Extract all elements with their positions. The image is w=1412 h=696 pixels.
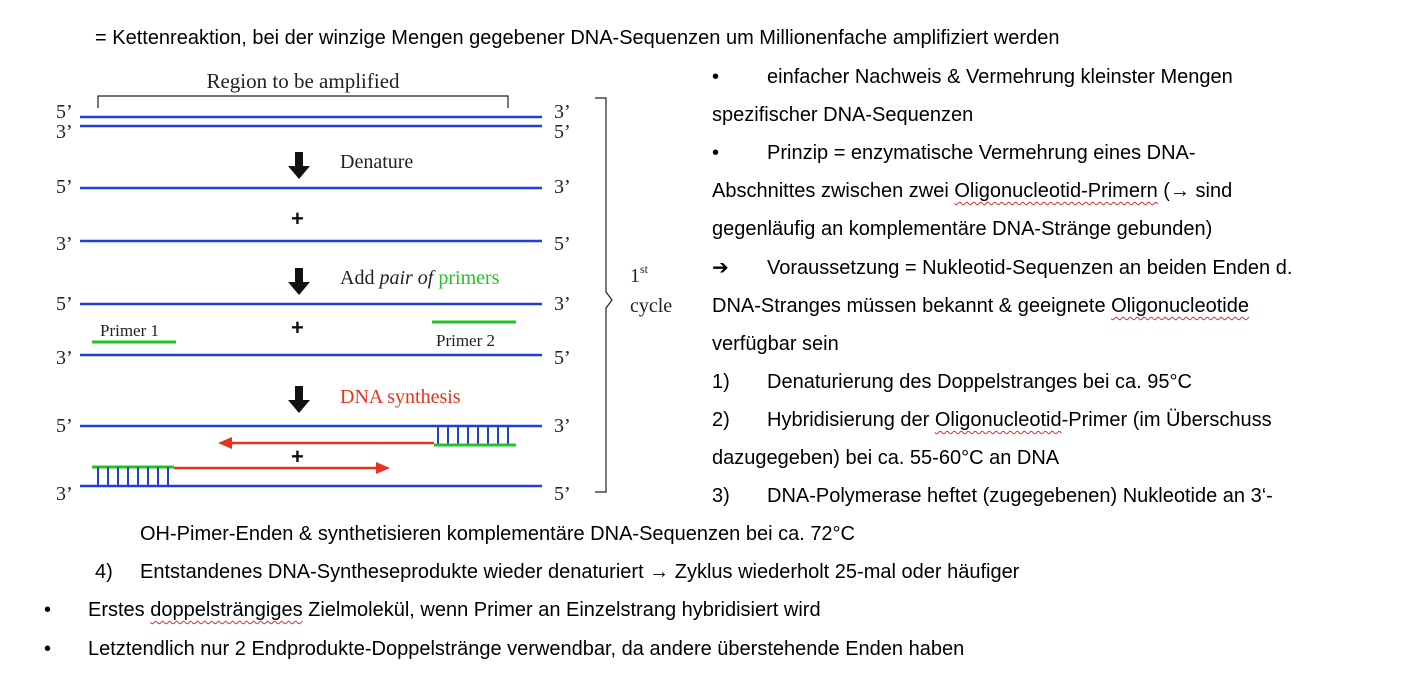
primer1-bound [97,467,169,485]
synthesis-arrowhead-right [376,462,390,474]
right-s2a: Hybridisierung der [767,409,935,431]
add-primers-word: primers [438,267,499,289]
step-number: 2) [712,409,730,431]
dna-synthesis-label: DNA synthesis [340,386,461,408]
label-5prime: 5’ [554,233,571,255]
bottom-bullet1: Erstes doppelsträngiges Zielmolekül, wen… [88,598,821,622]
cycle-brace [595,97,613,493]
right-b3-l2b: Oligonucleotide [1111,295,1249,317]
step4-text: Entstandenes DNA-Syntheseprodukte wieder… [140,561,1020,583]
add-italic: pair of [377,267,435,289]
right-step1: Denaturierung des Doppelstranges bei ca.… [767,371,1192,393]
region-label: Region to be amplified [206,69,400,93]
cycle-num: 1 [630,265,640,287]
primer2-bound [437,426,509,444]
right-b2-l2a: Abschnittes zwischen zwei [712,180,955,202]
right-step2-line2: dazugegeben) bei ca. 55-60°C an DNA [712,447,1060,469]
down-arrow-icon [288,268,310,295]
step-number: 4) [95,561,113,583]
right-b1-line2: spezifischer DNA-Sequenzen [712,104,974,126]
bottom-bullet2: Letztendlich nur 2 Endprodukte-Doppelstr… [88,638,965,660]
right-b3-l2a: DNA-Stranges müssen bekannt & geeignete [712,295,1112,317]
region-bracket [97,95,509,108]
label-3prime: 3’ [56,347,73,369]
bullet-icon: • [44,638,52,660]
right-b3-line1: Voraussetzung = Nukleotid-Sequenzen an b… [767,257,1293,279]
label-3prime: 3’ [554,176,571,198]
bottom-b1a: Erstes [88,599,151,621]
label-5prime: 5’ [554,483,571,505]
label-3prime: 3’ [56,483,73,505]
right-b2-line3: gegenläufig an komplementäre DNA-Stränge… [712,218,1213,240]
label-5prime: 5’ [56,293,73,315]
right-step3: DNA-Polymerase heftet (zugegebenen) Nukl… [767,485,1273,507]
label-5prime: 5’ [56,176,73,198]
right-b2-l2c: (→ sind [1157,180,1233,202]
label-3prime: 3’ [56,233,73,255]
bottom-b1b: doppelsträngiges [150,599,303,621]
right-b3-line3: verfügbar sein [712,333,839,355]
denature-label: Denature [340,151,413,173]
label-3prime: 3’ [554,415,571,437]
label-5prime: 5’ [56,415,73,437]
step-number: 3) [712,485,730,507]
down-arrow-icon [288,386,310,413]
down-arrow-icon [288,152,310,179]
right-b2-line1: Prinzip = enzymatische Vermehrung eines … [767,142,1196,164]
label-5prime: 5’ [56,101,73,123]
label-5prime: 5’ [554,121,571,143]
primer2-label: Primer 2 [436,331,495,350]
right-s2c: -Primer (im Überschuss [1061,409,1272,431]
right-b3-line2: DNA-Stranges müssen bekannt & geeignete … [712,294,1249,318]
label-3prime: 3’ [56,121,73,143]
cycle-word: cycle [630,295,672,317]
cycle-number: 1st [630,262,649,287]
label-3prime: 3’ [554,293,571,315]
right-step2-line1: Hybridisierung der Oligonucleotid-Primer… [767,408,1272,432]
right-b1-line1: einfacher Nachweis & Vermehrung kleinste… [767,66,1233,88]
primer1-label: Primer 1 [100,321,159,340]
add-primers-label: Add pair of primers [340,267,500,289]
plus-sign: + [291,444,304,469]
plus-sign: + [291,315,304,340]
step-number: 1) [712,371,730,393]
pcr-diagram: Region to be amplified 5’ 3’ 3’ 5’ Denat… [56,69,672,505]
step3-continuation: OH-Pimer-Enden & synthetisieren kompleme… [140,523,855,545]
arrow-bullet-icon: ➔ [712,257,729,279]
right-s2b: Oligonucleotid [934,409,1062,431]
add-prefix: Add [340,267,379,289]
label-5prime: 5’ [554,347,571,369]
right-b2-line2: Abschnittes zwischen zwei Oligonucleotid… [712,179,1232,203]
intro-text: = Kettenreaktion, bei der winzige Mengen… [95,27,1060,49]
bottom-b1c: Zielmolekül, wenn Primer an Einzelstrang… [302,599,821,621]
right-b2-l2b: Oligonucleotid-Primern [954,180,1158,202]
bullet-icon: • [44,599,52,621]
plus-sign: + [291,206,304,231]
synthesis-arrowhead-left [218,437,232,449]
bullet-icon: • [712,142,720,164]
bullet-icon: • [712,66,720,88]
label-3prime: 3’ [554,101,571,123]
cycle-sup: st [640,262,649,276]
